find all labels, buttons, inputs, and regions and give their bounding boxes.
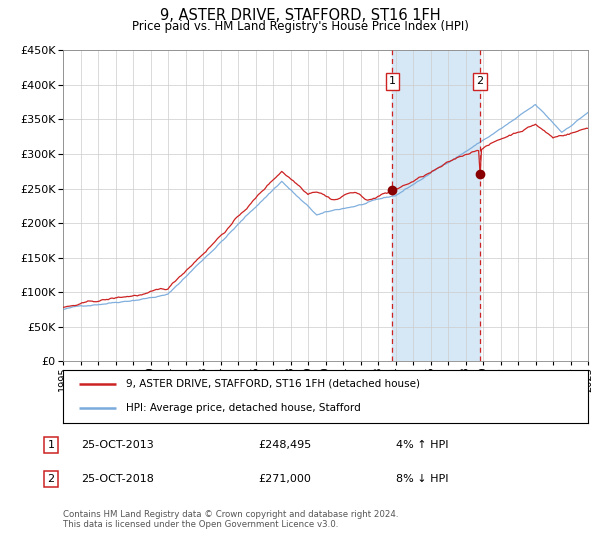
Text: 9, ASTER DRIVE, STAFFORD, ST16 1FH (detached house): 9, ASTER DRIVE, STAFFORD, ST16 1FH (deta… <box>126 379 420 389</box>
Text: 2: 2 <box>476 77 484 86</box>
Text: 25-OCT-2018: 25-OCT-2018 <box>81 474 154 484</box>
Text: 4% ↑ HPI: 4% ↑ HPI <box>396 440 449 450</box>
Text: HPI: Average price, detached house, Stafford: HPI: Average price, detached house, Staf… <box>126 403 361 413</box>
Text: 2: 2 <box>47 474 55 484</box>
Text: Contains HM Land Registry data © Crown copyright and database right 2024.
This d: Contains HM Land Registry data © Crown c… <box>63 510 398 529</box>
Text: 1: 1 <box>389 77 396 86</box>
Bar <box>392 50 480 361</box>
Text: £248,495: £248,495 <box>258 440 311 450</box>
Text: 8% ↓ HPI: 8% ↓ HPI <box>396 474 449 484</box>
Text: 9, ASTER DRIVE, STAFFORD, ST16 1FH: 9, ASTER DRIVE, STAFFORD, ST16 1FH <box>160 8 440 24</box>
Text: £271,000: £271,000 <box>258 474 311 484</box>
Text: 1: 1 <box>47 440 55 450</box>
Text: 25-OCT-2013: 25-OCT-2013 <box>81 440 154 450</box>
Text: Price paid vs. HM Land Registry's House Price Index (HPI): Price paid vs. HM Land Registry's House … <box>131 20 469 33</box>
